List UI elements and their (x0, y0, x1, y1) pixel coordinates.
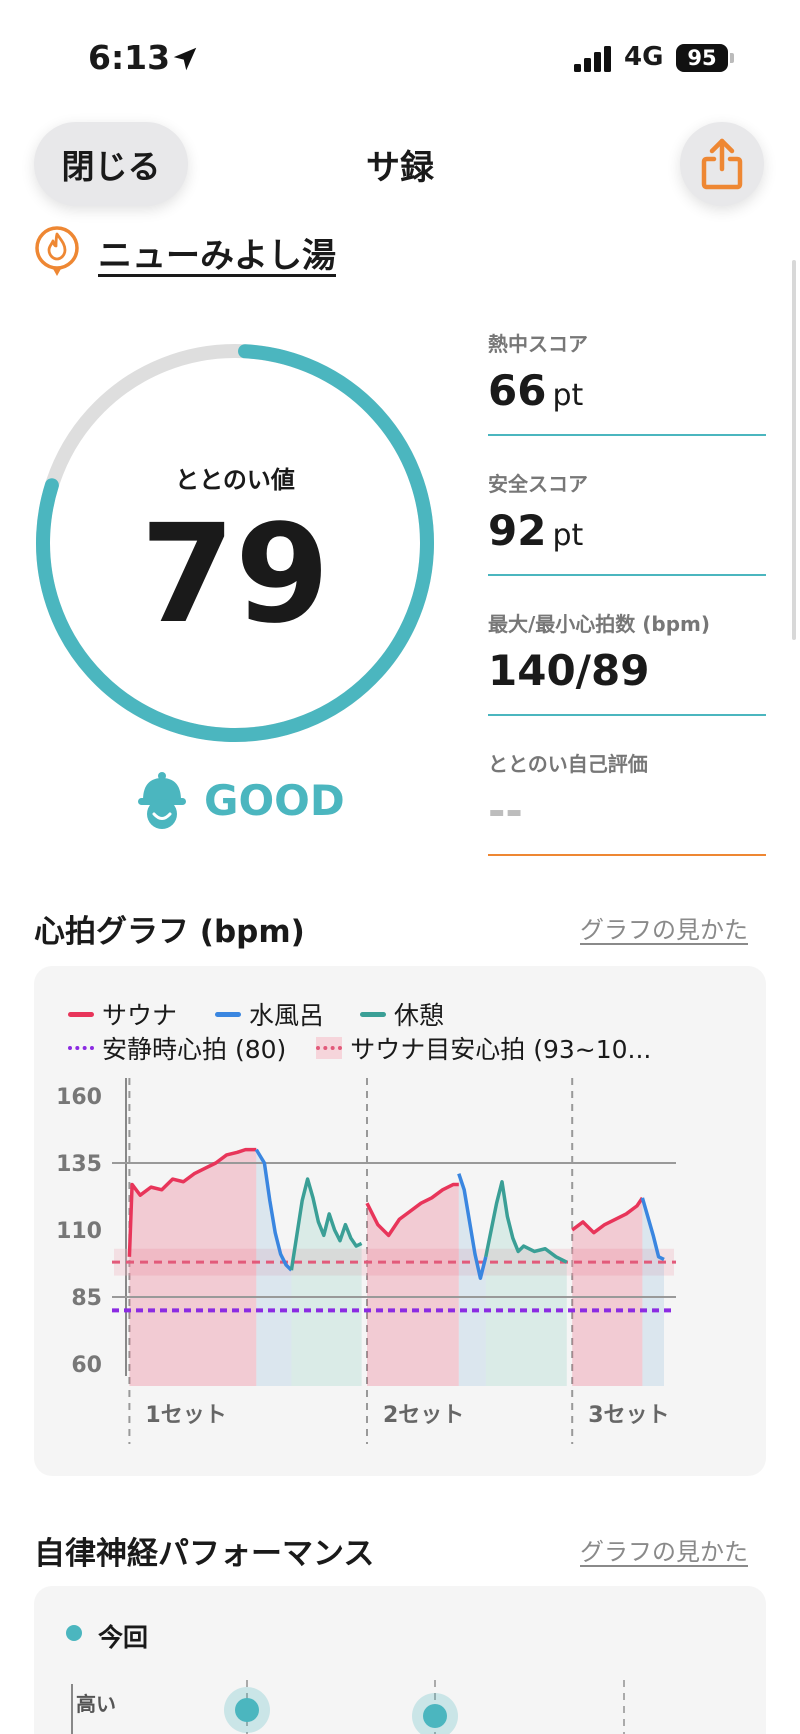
legend-swatch-current (66, 1625, 82, 1641)
set-label: 2セット (383, 1403, 464, 1428)
hr-line-cold_bath (254, 1148, 293, 1272)
legend-label-current: 今回 (98, 1623, 149, 1652)
scrollbar[interactable] (792, 260, 796, 640)
safety-score: 安全スコア 92 pt (488, 468, 766, 608)
divider (488, 434, 766, 436)
heart-rate-section-title: 心拍グラフ (bpm) (34, 914, 305, 950)
page-title: サ録 (366, 148, 434, 188)
autonomic-chart-card (34, 1586, 766, 1734)
phase-area-cold_bath (256, 1149, 292, 1386)
y-tick-label: 135 (56, 1152, 102, 1177)
self-evaluation[interactable]: ととのい自己評価 -- (488, 748, 766, 888)
legend-swatch-rest (360, 1011, 387, 1017)
status-bar: 6:13 4G 95 (0, 0, 800, 100)
autonomic-section-title: 自律神経パフォーマンス (34, 1536, 375, 1572)
sauna-hat-face-icon (138, 772, 186, 829)
legend-label-cold-bath: 水風呂 (249, 1001, 325, 1030)
divider (488, 854, 766, 856)
heart-rate-range-value: 140/89 (488, 646, 650, 695)
hr-line-sauna (571, 1196, 644, 1235)
battery-icon: 95 (676, 44, 728, 72)
set-label: 3セット (588, 1403, 669, 1428)
heat-score-value: 66 pt (488, 366, 584, 415)
heart-rate-chart: 60 85 110 135 160 1セット 2セット 3セット (56, 1078, 676, 1444)
hr-line-sauna (127, 1147, 257, 1257)
legend-label-rest: 休憩 (394, 1001, 445, 1030)
y-tick-label: 85 (71, 1286, 102, 1311)
share-button[interactable] (680, 122, 764, 206)
hr-line-cold_bath (640, 1197, 665, 1262)
phase-area-sauna (129, 1149, 257, 1386)
phase-area-sauna (367, 1184, 459, 1386)
autonomic-chart (71, 1680, 625, 1734)
autonomic-y-label-high: 高い (76, 1692, 116, 1716)
legend-swatch-target-hr (316, 1037, 343, 1059)
y-tick-label: 110 (56, 1219, 102, 1244)
score-label: ととのい値 (175, 466, 295, 494)
battery-tip (730, 53, 734, 63)
clock: 6:13 (88, 38, 171, 77)
autonomic-help-link[interactable]: グラフの見かた (580, 1538, 748, 1566)
sauna-flame-pin-icon (35, 226, 79, 276)
hr-line-rest (289, 1177, 363, 1271)
legend-label-target-hr: サウナ目安心拍 (93~10... (350, 1035, 652, 1064)
legend-swatch-sauna (68, 1011, 94, 1017)
legend-swatch-cold-bath (215, 1011, 242, 1017)
phase-area-sauna (572, 1197, 643, 1386)
totonoi-score-gauge (35, 344, 434, 742)
heart-rate-help-link[interactable]: グラフの見かた (580, 916, 748, 944)
legend-swatch-resting-hr (68, 1046, 94, 1050)
set-label: 1セット (145, 1403, 226, 1428)
network-type: 4G (624, 42, 664, 72)
hr-line-rest (484, 1180, 568, 1264)
hr-line-cold_bath (457, 1173, 488, 1280)
y-tick-label: 60 (71, 1353, 102, 1378)
heat-score-label: 熱中スコア (488, 332, 588, 356)
divider (488, 574, 766, 576)
rating-label: GOOD (204, 776, 345, 825)
location-arrow-icon (173, 47, 197, 71)
self-evaluation-label: ととのい自己評価 (488, 752, 648, 776)
y-tick-label: 160 (56, 1085, 102, 1110)
heat-score: 熱中スコア 66 pt (488, 328, 766, 468)
divider (488, 714, 766, 716)
close-button[interactable]: 閉じる (34, 122, 188, 206)
safety-score-label: 安全スコア (488, 472, 588, 496)
heart-rate-range: 最大/最小心拍数 (bpm) 140/89 (488, 608, 766, 748)
hr-line-sauna (365, 1182, 459, 1238)
share-icon (701, 138, 743, 190)
heart-rate-range-label: 最大/最小心拍数 (bpm) (488, 612, 711, 636)
self-evaluation-value: -- (488, 786, 523, 835)
signal-bars-icon (574, 46, 611, 72)
chart-legend-row-2: 安静時心拍 (80) サウナ目安心拍 (93~10... (68, 1030, 651, 1066)
safety-score-value: 92 pt (488, 506, 584, 555)
phase-area-cold_bath (642, 1197, 664, 1386)
score-value: 79 (140, 496, 330, 654)
chart-legend-row-1: サウナ 水風呂 休憩 (68, 996, 444, 1032)
facility-name-link[interactable]: ニューみよし湯 (98, 236, 336, 276)
legend-label-sauna: サウナ (102, 1001, 178, 1030)
phase-area-rest (485, 1181, 567, 1386)
legend-label-resting-hr: 安静時心拍 (80) (102, 1035, 287, 1064)
phase-area-cold_bath (458, 1173, 486, 1386)
gauge-progress-arc (35, 344, 434, 742)
